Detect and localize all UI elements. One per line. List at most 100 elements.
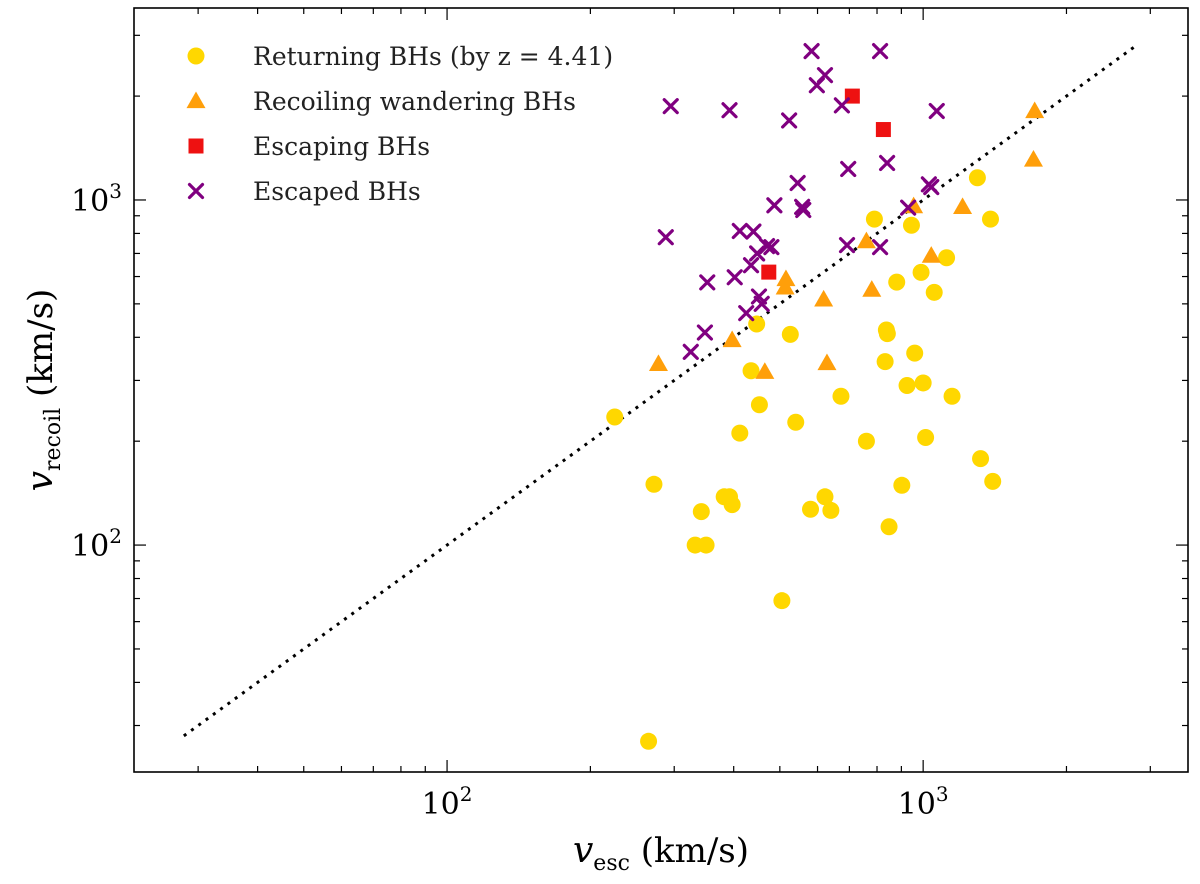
data-point-square [875, 122, 891, 138]
legend-item: Escaping BHs [188, 132, 430, 161]
data-point-circle [697, 536, 715, 554]
data-point-triangle [648, 354, 668, 372]
legend-label: Returning BHs (by z = 4.41) [253, 42, 613, 71]
data-point-circle [878, 325, 896, 343]
data-point-x [753, 295, 770, 312]
data-point-x [657, 229, 674, 246]
y-tick-label: 102 [71, 524, 122, 564]
legend-marker-x [187, 182, 205, 200]
data-point-x [699, 274, 716, 291]
data-point-circle [898, 377, 916, 395]
data-point-triangle [775, 277, 795, 295]
data-point-triangle [814, 289, 834, 307]
data-point-triangle [953, 197, 973, 215]
data-point-x [840, 160, 857, 178]
data-point-x [749, 245, 766, 262]
data-point-x [838, 237, 856, 254]
data-point-circle [750, 396, 768, 414]
data-point-triangle [722, 330, 742, 348]
data-point-x [742, 257, 760, 274]
data-point-x [803, 43, 820, 60]
data-point-circle [893, 476, 911, 494]
data-point-circle [968, 169, 986, 187]
data-point-circle [876, 353, 894, 371]
data-point-circle [640, 732, 658, 750]
legend-marker-triangle [186, 91, 206, 109]
data-point-triangle [921, 246, 941, 263]
data-point-x [721, 102, 738, 119]
data-point-circle [906, 344, 924, 362]
data-point-circle [912, 263, 930, 281]
data-points-group [606, 43, 1045, 750]
data-point-circle [981, 210, 999, 228]
data-point-x [833, 97, 850, 114]
series-square [761, 88, 891, 280]
data-point-circle [723, 496, 741, 514]
data-point-circle [645, 475, 663, 493]
data-point-x [923, 178, 940, 196]
legend-item: Returning BHs (by z = 4.41) [187, 42, 613, 71]
data-point-x [766, 197, 783, 214]
data-point-triangle [862, 280, 882, 297]
data-point-triangle [776, 269, 796, 287]
data-point-x [763, 239, 780, 256]
data-point-circle [692, 503, 710, 521]
data-point-circle [822, 501, 840, 519]
legend-item: Escaped BHs [187, 177, 421, 206]
data-point-triangle [1025, 101, 1045, 119]
data-point-x [871, 43, 889, 60]
y-tick-label: 103 [71, 179, 122, 219]
legend-marker-square [188, 138, 204, 154]
data-point-circle [781, 325, 799, 343]
data-point-x [789, 174, 806, 192]
legend-label: Recoiling wandering BHs [253, 87, 576, 116]
data-point-x [879, 154, 896, 172]
data-point-x [745, 223, 762, 240]
data-point-x [795, 201, 812, 219]
data-point-x [682, 343, 699, 360]
data-point-circle [914, 374, 932, 392]
data-point-circle [938, 249, 956, 267]
legend-marker-circle [187, 47, 205, 65]
data-point-circle [888, 273, 906, 291]
data-point-x [928, 102, 945, 120]
series-x [657, 43, 945, 360]
data-point-square [761, 264, 777, 280]
data-point-x [696, 324, 714, 341]
data-point-circle [832, 387, 850, 405]
data-point-x [731, 222, 748, 240]
data-point-x [781, 112, 798, 129]
data-point-triangle [755, 362, 775, 379]
data-point-circle [865, 210, 883, 228]
data-point-circle [972, 450, 990, 468]
legend-label: Escaping BHs [253, 132, 430, 161]
data-point-x [871, 239, 889, 256]
data-point-x [726, 269, 743, 286]
axis-labels-group: vesc (km/s) vrecoil (km/s) [20, 289, 749, 876]
data-point-circle [857, 432, 875, 450]
data-point-x [816, 67, 834, 84]
legend-item: Recoiling wandering BHs [186, 87, 576, 116]
data-point-circle [943, 387, 961, 405]
data-point-triangle [856, 231, 876, 249]
data-point-circle [984, 472, 1002, 490]
x-axis-label: vesc (km/s) [573, 830, 749, 876]
y-axis-label: vrecoil (km/s) [20, 289, 66, 492]
data-point-circle [606, 408, 624, 426]
data-point-circle [917, 428, 935, 446]
data-point-triangle [1023, 150, 1043, 167]
data-point-circle [880, 518, 898, 536]
ticks-group: 102 103 102 103 [71, 8, 1188, 822]
x-tick-label: 102 [422, 782, 473, 822]
data-point-triangle [817, 353, 837, 371]
data-point-circle [742, 362, 760, 380]
data-point-x [662, 98, 679, 115]
data-point-x [758, 238, 776, 255]
legend: Returning BHs (by z = 4.41) Recoiling wan… [186, 42, 613, 206]
data-point-x [900, 199, 917, 216]
data-point-circle [802, 500, 820, 518]
plot-frame [133, 7, 1189, 773]
data-point-circle [787, 413, 805, 431]
